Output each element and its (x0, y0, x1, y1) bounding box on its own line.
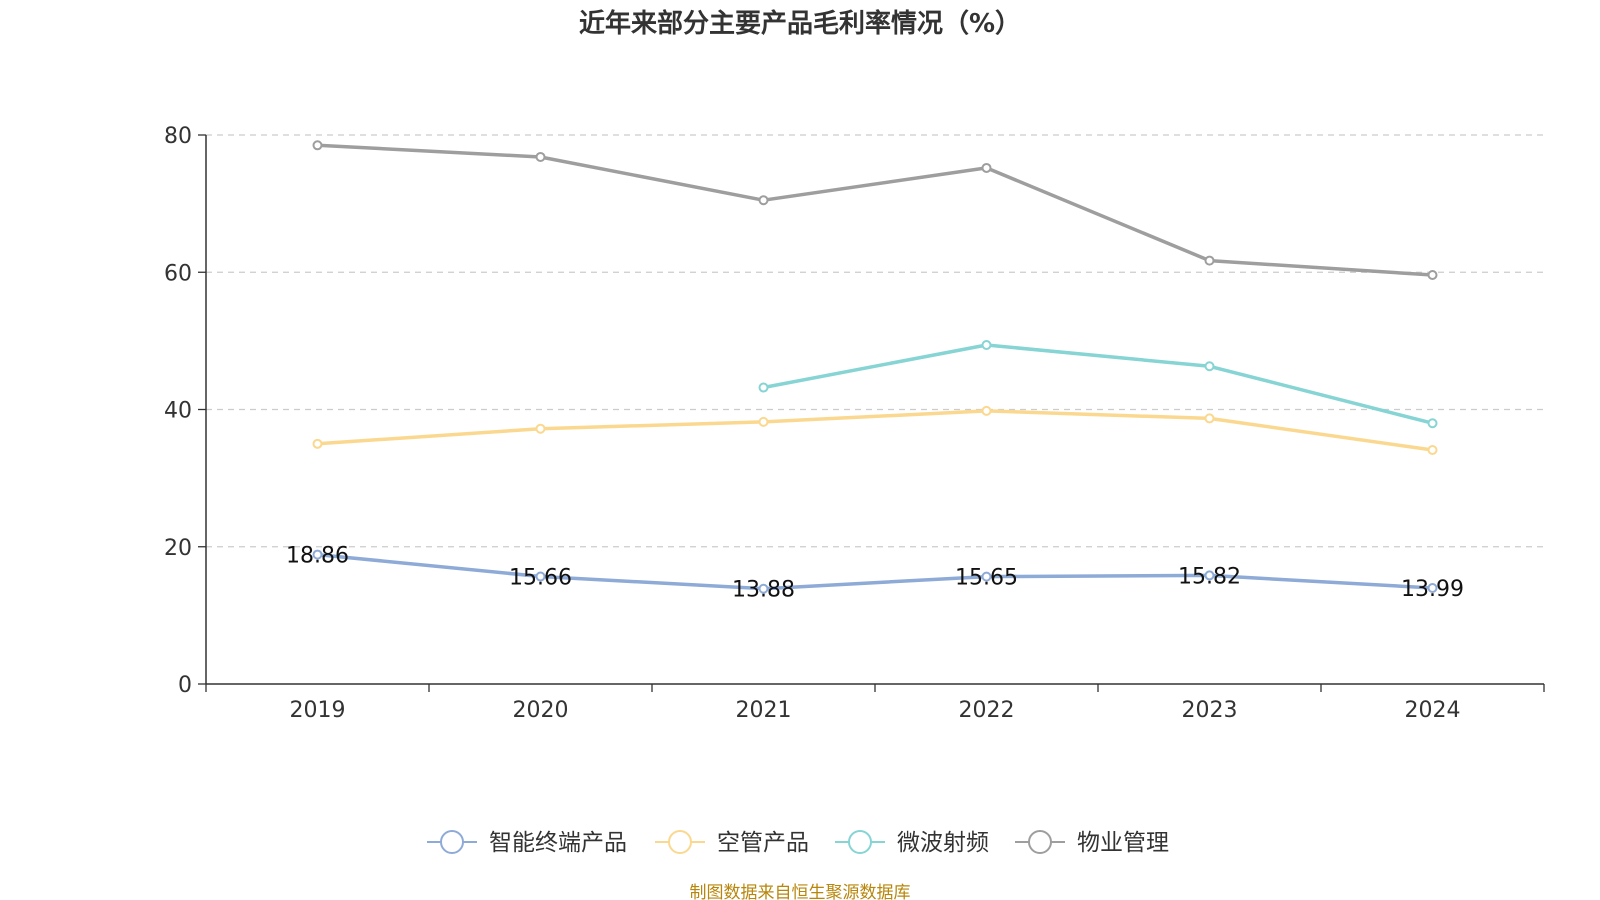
series-point-1-4 (1204, 413, 1215, 424)
series-point-3-4 (1204, 255, 1215, 266)
series-point-1-2 (758, 416, 769, 427)
legend: 智能终端产品 空管产品 微波射频 物业管理 (427, 830, 1169, 856)
legend-label-0: 智能终端产品 (489, 830, 627, 856)
x-tick-label-2019: 2019 (290, 698, 346, 723)
series-point-1-0 (312, 438, 323, 449)
source-note: 制图数据来自恒生聚源数据库 (690, 883, 911, 900)
y-tick-label-60: 60 (164, 261, 192, 286)
series-1 (312, 405, 1438, 455)
legend-marker-1 (668, 830, 692, 854)
data-label-0-3: 15.65 (955, 566, 1018, 591)
legend-item-2: 微波射频 (835, 830, 989, 856)
x-tick-label-2021: 2021 (736, 698, 792, 723)
grid-lines (206, 134, 1544, 548)
chart-title: 近年来部分主要产品毛利率情况（%） (579, 8, 1021, 39)
series-point-3-0 (312, 140, 323, 151)
series-line-1 (317, 409, 1433, 452)
series-line-0 (317, 552, 1433, 591)
y-tick-label-0: 0 (178, 673, 192, 698)
series-point-2-4 (1204, 361, 1215, 372)
data-label-0-2: 13.88 (732, 578, 795, 603)
series-group (312, 140, 1438, 594)
legend-marker-2 (848, 830, 872, 854)
legend-label-1: 空管产品 (717, 830, 809, 856)
series-2 (758, 339, 1438, 429)
series-line-2 (763, 343, 1433, 425)
legend-item-1: 空管产品 (655, 830, 809, 856)
data-label-0-0: 18.86 (286, 544, 349, 569)
series-point-3-2 (758, 195, 769, 206)
series-point-0-5 (1427, 582, 1438, 593)
legend-marker-0 (440, 830, 464, 854)
x-tick-label-2022: 2022 (959, 698, 1015, 723)
series-point-1-5 (1427, 444, 1438, 455)
data-labels: 18.86 15.66 13.88 15.65 15.82 13.99 (286, 544, 1464, 603)
x-tick-label-2023: 2023 (1182, 698, 1238, 723)
legend-label-3: 物业管理 (1077, 830, 1169, 856)
series-point-3-3 (981, 162, 992, 173)
legend-item-3: 物业管理 (1015, 830, 1169, 856)
y-tick-label-20: 20 (164, 536, 192, 561)
series-point-0-4 (1204, 570, 1215, 581)
series-point-0-2 (758, 583, 769, 594)
data-label-0-1: 15.66 (509, 566, 572, 591)
axes: 0 20 40 60 80 2019 2020 2021 2022 2023 2024 (164, 124, 1545, 723)
series-point-2-3 (981, 339, 992, 350)
y-tick-label-80: 80 (164, 124, 192, 149)
series-0 (312, 549, 1438, 594)
data-label-0-4: 15.82 (1178, 564, 1241, 589)
series-point-3-5 (1427, 269, 1438, 280)
series-point-1-3 (981, 405, 992, 416)
x-tick-label-2024: 2024 (1405, 698, 1461, 723)
legend-item-0: 智能终端产品 (427, 830, 627, 856)
series-point-2-2 (758, 382, 769, 393)
x-tick-label-2020: 2020 (513, 698, 569, 723)
data-label-0-5: 13.99 (1401, 577, 1464, 602)
series-line-3 (317, 143, 1433, 277)
series-point-0-0 (312, 549, 323, 560)
series-point-3-1 (535, 151, 546, 162)
y-tick-label-40: 40 (164, 399, 192, 424)
series-point-0-1 (535, 571, 546, 582)
series-3 (312, 140, 1438, 280)
legend-marker-3 (1028, 830, 1052, 854)
series-point-0-3 (981, 571, 992, 582)
series-point-1-1 (535, 423, 546, 434)
legend-label-2: 微波射频 (897, 830, 989, 856)
series-point-2-5 (1427, 418, 1438, 429)
